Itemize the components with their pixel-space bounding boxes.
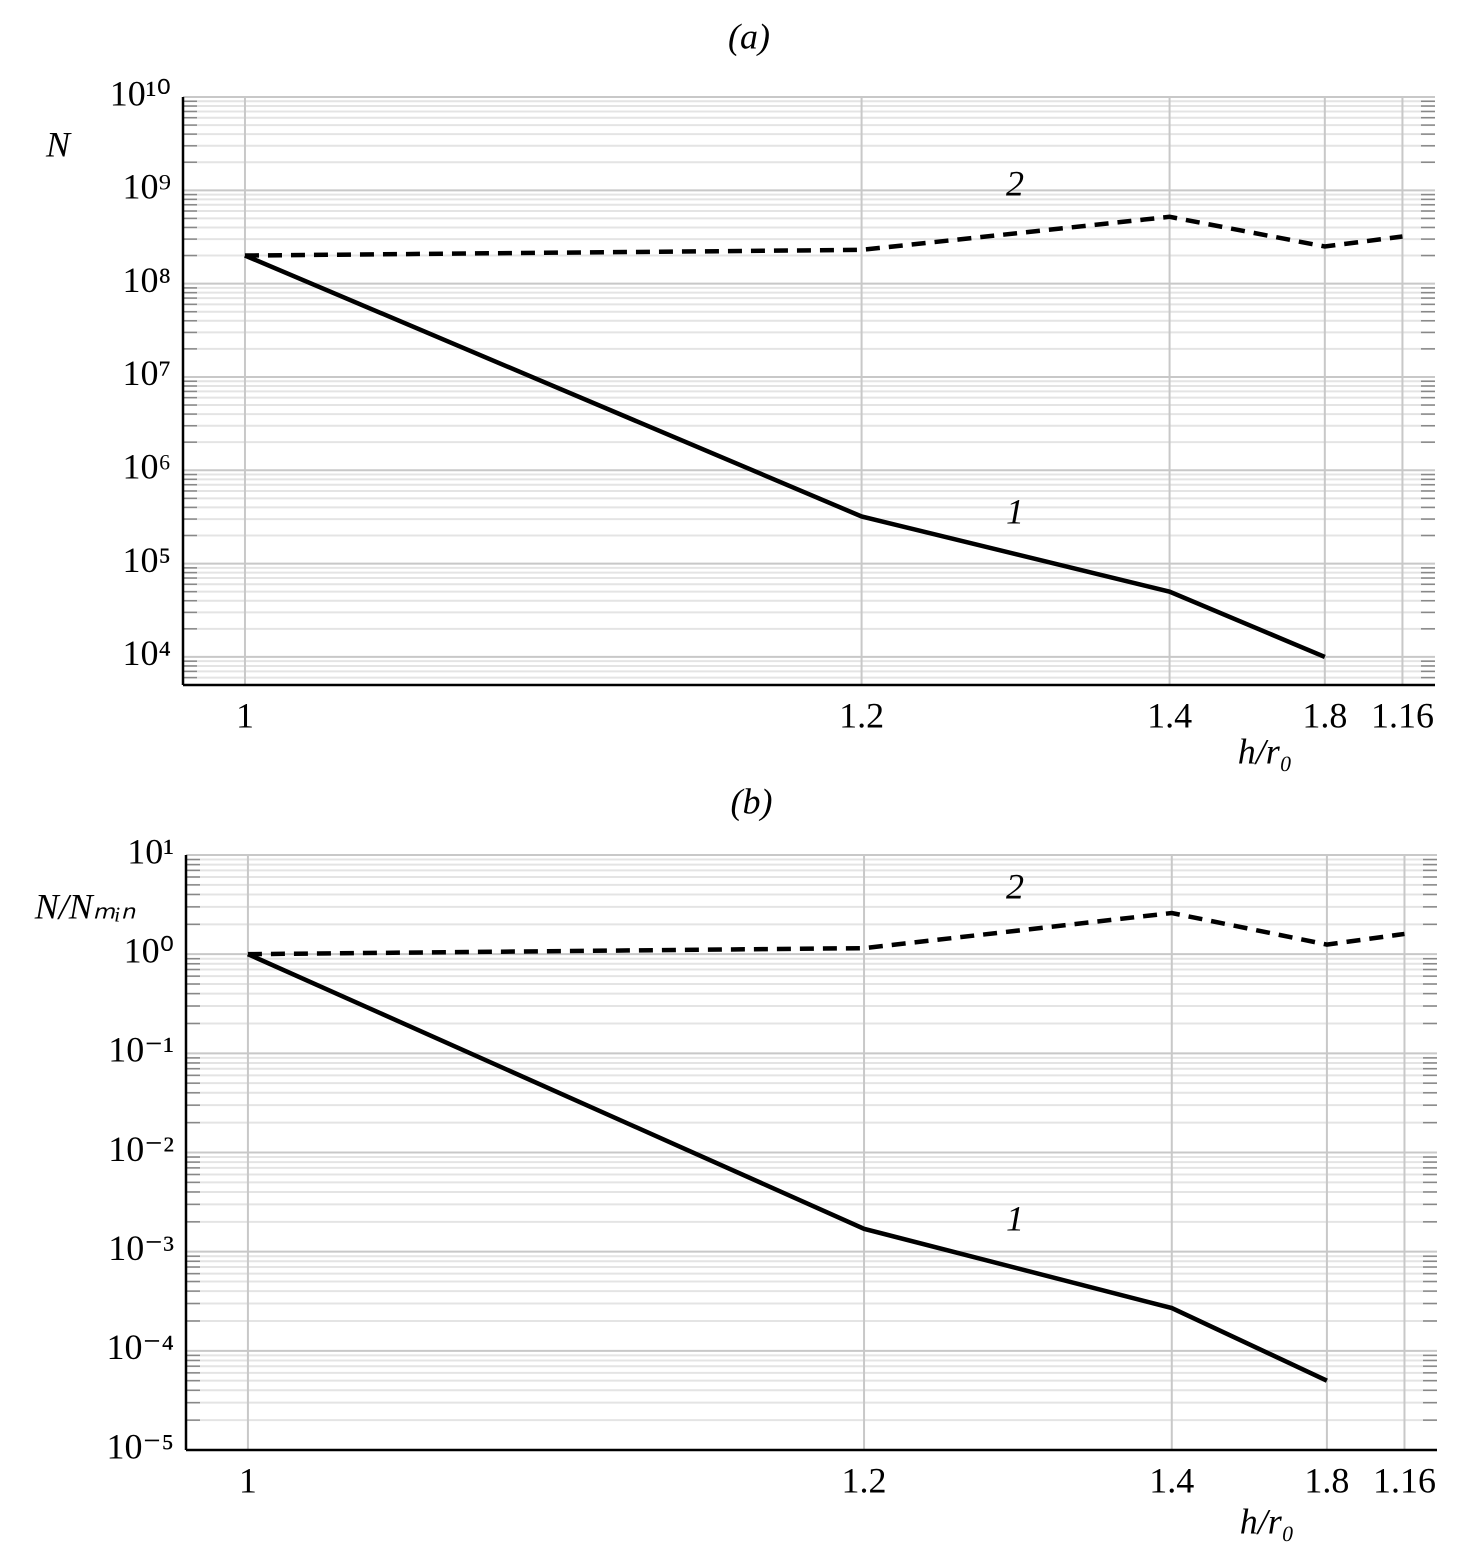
y-tick-label: 10⁴ bbox=[122, 633, 171, 673]
y-tick-label: 10¹ bbox=[127, 831, 174, 871]
y-tick-label: 10⁰ bbox=[124, 930, 174, 970]
series-line bbox=[244, 253, 1326, 659]
x-tick-label: 1.16 bbox=[1371, 695, 1434, 735]
series-line bbox=[247, 952, 1328, 1383]
y-tick-label: 10⁻⁴ bbox=[106, 1327, 174, 1367]
y-tick-label: 10⁻³ bbox=[108, 1228, 174, 1268]
x-tick-label: 1.8 bbox=[1304, 1460, 1349, 1500]
y-axis-label: N bbox=[45, 124, 72, 164]
y-axis-label: N/Nₘᵢₙ bbox=[34, 886, 136, 926]
y-tick-label: 10⁷ bbox=[122, 353, 171, 393]
x-tick-label: 1.2 bbox=[842, 1460, 887, 1500]
x-tick-label: 1.4 bbox=[1147, 695, 1192, 735]
series-label: 1 bbox=[1006, 491, 1024, 531]
chart-title: (b) bbox=[731, 781, 773, 821]
y-tick-label: 10⁸ bbox=[122, 260, 171, 300]
x-axis-label: h/r₀ bbox=[1238, 731, 1293, 771]
series-line bbox=[247, 910, 1405, 957]
y-tick-label: 10⁵ bbox=[122, 540, 171, 580]
series-label: 1 bbox=[1006, 1198, 1024, 1238]
x-axis-label: h/r₀ bbox=[1240, 1501, 1295, 1541]
x-tick-label: 1 bbox=[236, 695, 254, 735]
series-line bbox=[244, 214, 1403, 258]
x-tick-label: 1 bbox=[239, 1460, 257, 1500]
x-tick-label: 1.8 bbox=[1302, 695, 1347, 735]
series-label: 2 bbox=[1006, 163, 1024, 203]
y-tick-label: 10⁶ bbox=[122, 447, 171, 487]
x-tick-label: 1.16 bbox=[1373, 1460, 1436, 1500]
y-tick-label: 10⁻¹ bbox=[108, 1030, 174, 1070]
x-tick-label: 1.4 bbox=[1149, 1460, 1194, 1500]
y-tick-label: 10⁻⁵ bbox=[106, 1426, 174, 1466]
chart-title: (a) bbox=[728, 16, 770, 56]
y-tick-label: 10¹⁰ bbox=[110, 73, 171, 113]
series-label: 2 bbox=[1006, 866, 1024, 906]
y-tick-label: 10⁻² bbox=[108, 1129, 174, 1169]
x-tick-label: 1.2 bbox=[839, 695, 884, 735]
y-tick-label: 10⁹ bbox=[122, 167, 171, 207]
